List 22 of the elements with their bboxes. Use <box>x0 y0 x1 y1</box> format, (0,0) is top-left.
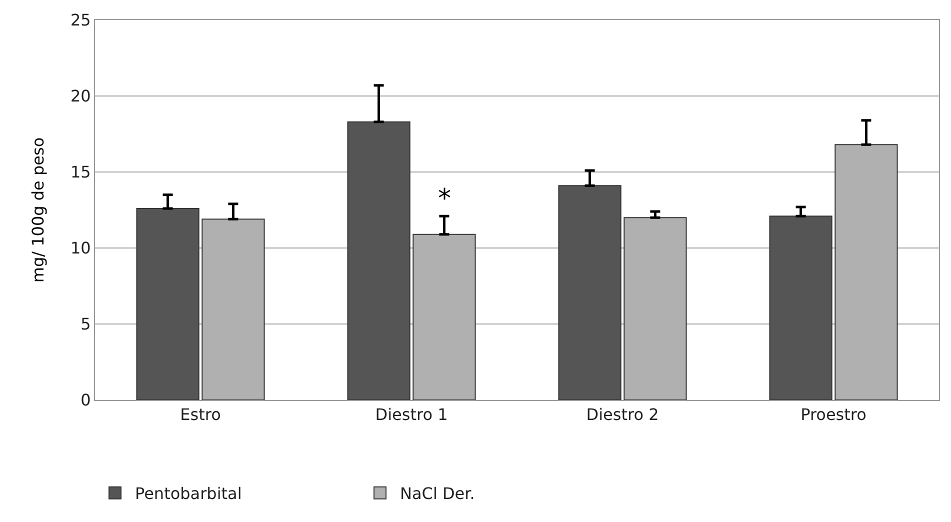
bar <box>834 144 898 400</box>
y-tick-label: 0 <box>80 390 91 410</box>
legend-label: NaCl Der. <box>400 484 475 504</box>
bar <box>136 208 200 400</box>
bar <box>558 185 622 400</box>
bar <box>347 121 410 400</box>
y-tick-label: 15 <box>70 162 91 182</box>
bar <box>412 234 476 400</box>
legend-label: Pentobarbital <box>135 484 242 504</box>
x-tick-label: Estro <box>180 405 221 424</box>
y-tick-label: 10 <box>70 238 91 258</box>
bar <box>769 216 832 400</box>
y-tick-label: 25 <box>70 10 91 30</box>
x-tick-label: Diestro 2 <box>586 405 659 424</box>
bar <box>624 217 687 400</box>
y-tick-label: 5 <box>80 314 91 334</box>
y-axis-title: mg/ 100g de peso <box>28 137 48 283</box>
bar <box>202 218 265 400</box>
annotation: * <box>438 184 451 214</box>
y-tick-label: 20 <box>70 86 91 106</box>
x-tick-label: Diestro 1 <box>375 405 448 424</box>
x-tick-label: Proestro <box>800 405 866 424</box>
